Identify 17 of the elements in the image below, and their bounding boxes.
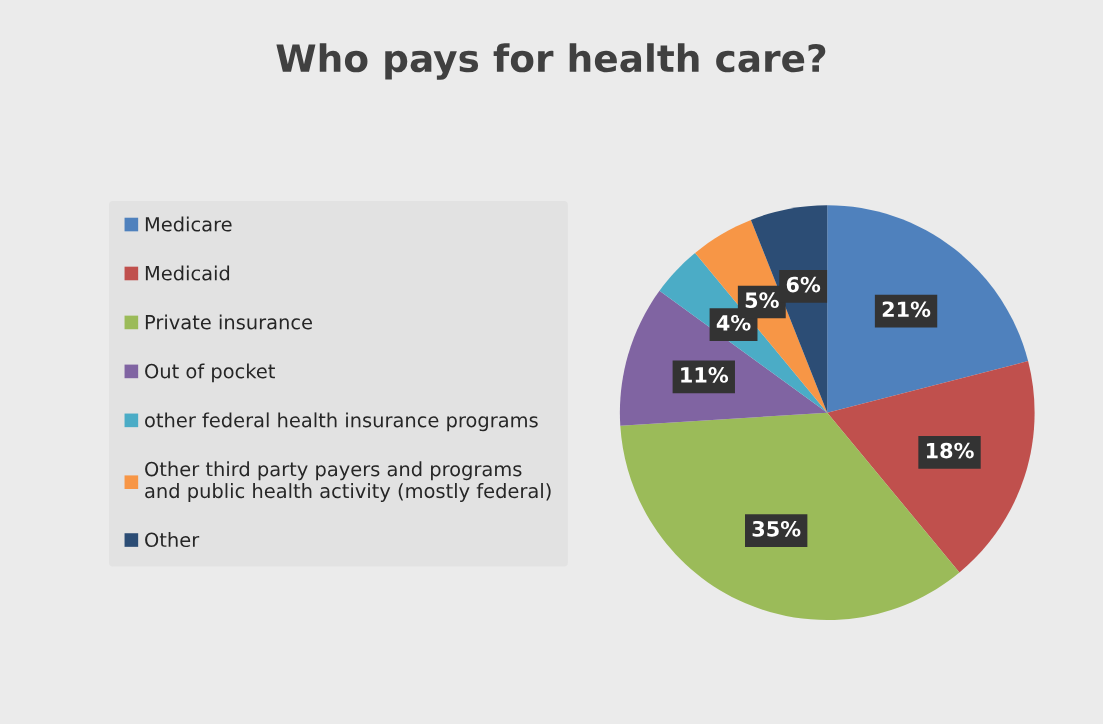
legend-label: Medicaid — [145, 265, 230, 281]
legend-label: Out of pocket — [145, 363, 275, 383]
data-label: 18% — [926, 442, 974, 459]
data-label: 35% — [752, 520, 801, 537]
data-label: 4% — [716, 314, 751, 331]
chart-title: Who pays for health care? — [276, 43, 826, 80]
data-label: 6% — [786, 276, 821, 293]
legend-label: other federal health insurance programs — [145, 412, 538, 432]
data-label: 5% — [745, 292, 779, 309]
legend-label: Other third party payers and programs and public health activity (mostly federal) — [145, 461, 551, 502]
pie-slice — [827, 361, 1035, 573]
legend-label: Private insurance — [145, 314, 312, 330]
legend-label: Medicare — [145, 216, 232, 232]
data-label: 21% — [882, 301, 931, 318]
pie-slice — [827, 205, 1029, 413]
data-label: 11% — [681, 367, 729, 383]
legend-label: Other — [145, 532, 200, 548]
